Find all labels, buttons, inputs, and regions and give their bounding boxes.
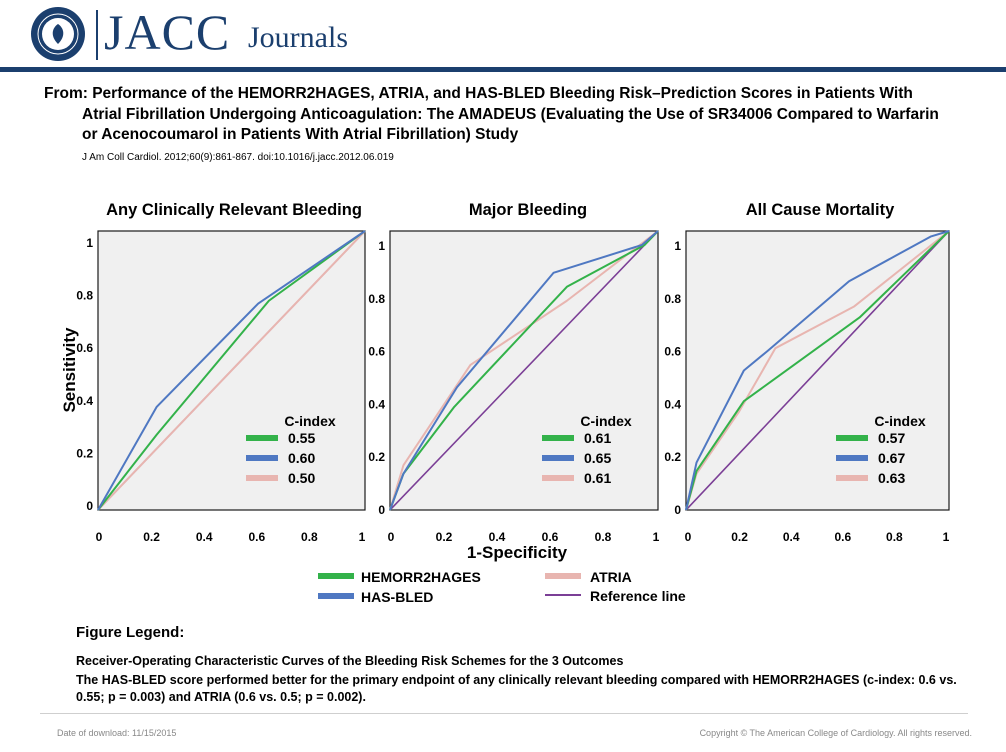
c-index-label: C-index — [580, 413, 632, 429]
legend-entry: HAS-BLED — [361, 589, 433, 605]
y-tick-label: 0.6 — [76, 341, 93, 355]
y-tick-label: 0.8 — [368, 292, 385, 306]
roc-curve-atria — [97, 230, 366, 511]
c-index-swatch — [246, 435, 278, 441]
roc-curve-has-bled — [389, 230, 659, 511]
header-rule — [0, 67, 1006, 72]
x-tick-label: 0.4 — [196, 530, 213, 544]
y-tick-label: 1 — [86, 236, 93, 250]
y-tick-label: 1 — [674, 239, 681, 253]
c-index-swatch — [542, 475, 574, 481]
panel-title-1: Any Clinically Relevant Bleeding — [106, 201, 362, 219]
c-index-swatch — [542, 435, 574, 441]
x-tick-label: 0 — [96, 530, 103, 544]
y-tick-label: 0.4 — [76, 394, 93, 408]
y-axis-label: Sensitivity — [60, 327, 79, 413]
c-index-value: 0.63 — [878, 470, 905, 486]
y-tick-label: 0.6 — [664, 345, 681, 359]
c-index-swatch — [836, 455, 868, 461]
article-title: From: Performance of the HEMORR2HAGES, A… — [44, 85, 939, 143]
x-tick-label: 0.4 — [489, 530, 506, 544]
legend-entry: HEMORR2HAGES — [361, 569, 481, 585]
y-tick-label: 1 — [378, 239, 385, 253]
c-index-swatch — [246, 455, 278, 461]
y-tick-label: 0.8 — [664, 292, 681, 306]
x-tick-label: 1 — [359, 530, 366, 544]
copyright: Copyright © The American College of Card… — [699, 728, 972, 738]
y-tick-label: 0 — [378, 503, 385, 517]
x-tick-label: 0.2 — [143, 530, 160, 544]
y-tick-label: 0.2 — [76, 446, 93, 460]
c-index-label: C-index — [284, 413, 336, 429]
roc-curve-has-bled — [685, 230, 950, 511]
x-tick-label: 0 — [388, 530, 395, 544]
figure-caption-text: The HAS-BLED score performed better for … — [76, 673, 957, 704]
c-index-value: 0.55 — [288, 430, 315, 446]
c-index-swatch — [542, 455, 574, 461]
legend-swatch — [318, 593, 354, 599]
c-index-value: 0.50 — [288, 470, 315, 486]
footer-rule — [40, 713, 968, 714]
x-tick-label: 0.6 — [248, 530, 265, 544]
y-tick-label: 0.4 — [664, 397, 681, 411]
c-index-value: 0.65 — [584, 450, 611, 466]
x-tick-label: 0.4 — [783, 530, 800, 544]
x-axis-label: 1-Specificity — [467, 543, 568, 562]
c-index-value: 0.57 — [878, 430, 905, 446]
c-index-value: 0.61 — [584, 430, 611, 446]
x-tick-label: 0.6 — [834, 530, 851, 544]
roc-curve-hemorr2hages — [685, 230, 950, 511]
c-index-label: C-index — [874, 413, 926, 429]
y-tick-label: 0.2 — [664, 450, 681, 464]
figure-legend-heading: Figure Legend: — [76, 624, 185, 641]
figure-caption-title: Receiver-Operating Characteristic Curves… — [76, 654, 624, 668]
legend-entry: ATRIA — [590, 569, 632, 585]
reference-line — [389, 230, 659, 511]
c-index-swatch — [836, 475, 868, 481]
x-tick-label: 0.6 — [542, 530, 559, 544]
c-index-value: 0.61 — [584, 470, 611, 486]
article-citation: J Am Coll Cardiol. 2012;60(9):861-867. d… — [82, 152, 394, 163]
roc-curve-hemorr2hages — [97, 230, 366, 511]
roc-figure: Any Clinically Relevant Bleeding 0 0.2 0.4 0… — [60, 201, 950, 605]
reference-line — [685, 230, 950, 511]
download-date: Date of download: 11/15/2015 — [57, 728, 177, 738]
logo-divider — [96, 10, 98, 60]
c-index-value: 0.60 — [288, 450, 315, 466]
logo-jacc[interactable]: JACC — [104, 4, 231, 60]
y-tick-label: 0.8 — [76, 289, 93, 303]
x-tick-label: 0.8 — [301, 530, 318, 544]
y-tick-label: 0 — [674, 503, 681, 517]
x-tick-label: 1 — [943, 530, 950, 544]
panel-title-3: All Cause Mortality — [746, 201, 895, 219]
legend-entry: Reference line — [590, 588, 686, 604]
y-tick-label: 0.4 — [368, 397, 385, 411]
x-tick-label: 0.8 — [886, 530, 903, 544]
x-tick-label: 1 — [653, 530, 660, 544]
journal-header: JACC Journals — [0, 0, 1006, 72]
c-index-swatch — [836, 435, 868, 441]
y-tick-label: 0 — [86, 499, 93, 513]
y-tick-label: 0.2 — [368, 450, 385, 464]
legend-swatch — [545, 573, 581, 579]
x-tick-label: 0.8 — [595, 530, 612, 544]
c-index-value: 0.67 — [878, 450, 905, 466]
panel-title-2: Major Bleeding — [469, 201, 587, 219]
acc-seal-icon — [31, 7, 85, 61]
roc-curve-has-bled — [97, 230, 366, 511]
legend-swatch — [318, 573, 354, 579]
x-tick-label: 0 — [685, 530, 692, 544]
roc-curve-atria — [389, 230, 659, 511]
logo-journals: Journals — [248, 21, 348, 54]
x-tick-label: 0.2 — [731, 530, 748, 544]
x-tick-label: 0.2 — [436, 530, 453, 544]
c-index-swatch — [246, 475, 278, 481]
y-tick-label: 0.6 — [368, 345, 385, 359]
